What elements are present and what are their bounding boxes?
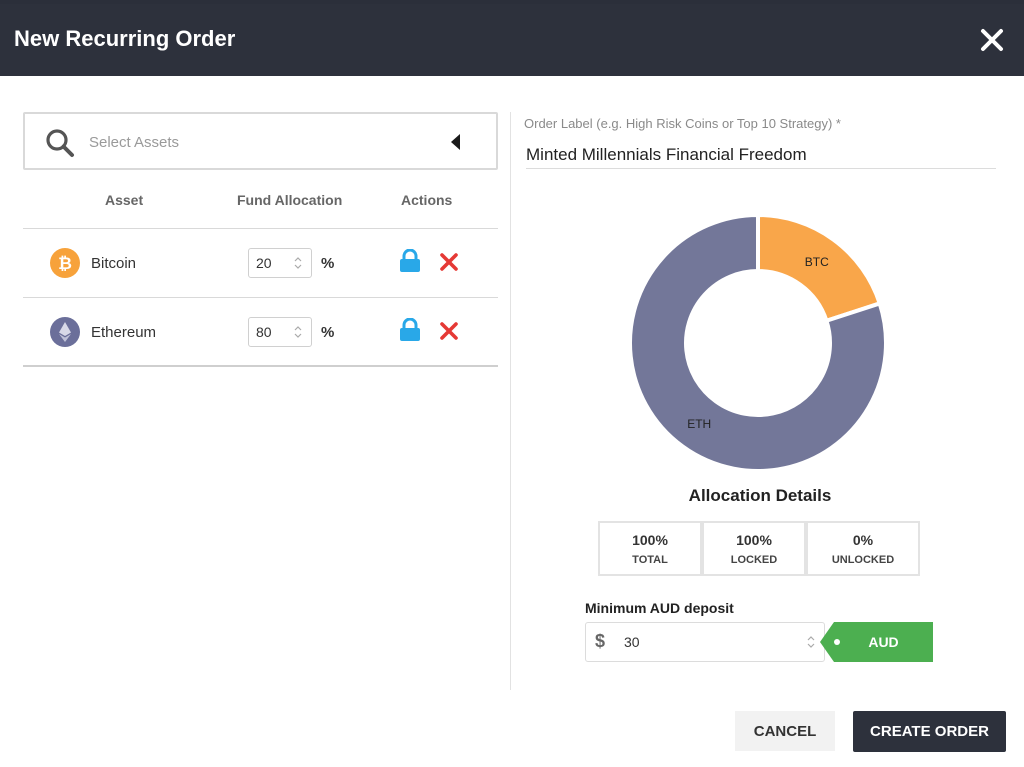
allocation-input[interactable]: 80 [248, 317, 312, 347]
dollar-icon: $ [595, 631, 606, 651]
percent-unit: % [321, 255, 335, 272]
asset-name: Ethereum [91, 324, 157, 341]
deposit-input[interactable]: $ 30 [585, 622, 825, 662]
row-divider [23, 297, 498, 298]
allocation-donut-chart: BTC ETH [628, 212, 888, 473]
stat-label: TOTAL [632, 554, 668, 566]
allocation-value: 20 [256, 255, 272, 271]
percent-unit: % [321, 324, 335, 341]
stat-value: 100% [736, 532, 772, 548]
stat-locked: 100% LOCKED [702, 521, 806, 576]
header-divider [23, 228, 498, 229]
asset-column-header: Asset [105, 192, 144, 208]
actions-column-header: Actions [401, 192, 453, 208]
create-order-button[interactable]: CREATE ORDER [853, 711, 1006, 752]
stepper-icon[interactable] [293, 325, 303, 339]
deposit-value: 30 [624, 634, 640, 650]
table-bottom-divider [23, 365, 498, 367]
deposit-label: Minimum AUD deposit [585, 600, 734, 616]
column-divider [510, 112, 511, 690]
asset-name: Bitcoin [91, 255, 137, 272]
tag-hole-icon [834, 639, 840, 645]
stat-value: 0% [852, 532, 874, 548]
donut-slice-eth [628, 212, 888, 473]
svg-text:₿: ₿ [58, 254, 72, 274]
asset-selector[interactable] [23, 112, 498, 170]
ethereum-icon [50, 317, 80, 347]
currency-tag: AUD [820, 622, 933, 662]
stat-unlocked: 0% UNLOCKED [806, 521, 920, 576]
modal-title: New Recurring Order [14, 26, 236, 51]
order-label-caption: Order Label (e.g. High Risk Coins or Top… [524, 116, 841, 131]
background-strip [0, 0, 1024, 6]
order-label-input[interactable] [526, 142, 996, 169]
allocation-details-title: Allocation Details [688, 486, 832, 505]
stepper-icon[interactable] [293, 256, 303, 270]
asset-search-input[interactable] [89, 131, 419, 153]
remove-icon[interactable] [439, 321, 459, 345]
stat-label: LOCKED [730, 554, 778, 566]
donut-slice-btc [756, 212, 883, 324]
stat-label: UNLOCKED [831, 554, 895, 566]
allocation-input[interactable]: 20 [248, 248, 312, 278]
modal-header: New Recurring Order [0, 4, 1024, 76]
allocation-value: 80 [256, 324, 272, 340]
stat-total: 100% TOTAL [598, 521, 702, 576]
stat-value: 100% [632, 532, 668, 548]
donut-label-btc: BTC [805, 255, 829, 269]
donut-label-eth: ETH [687, 417, 711, 431]
stepper-icon[interactable] [806, 635, 816, 649]
remove-icon[interactable] [439, 252, 459, 276]
fund-allocation-column-header: Fund Allocation [237, 192, 343, 208]
lock-icon[interactable] [399, 248, 421, 277]
close-icon[interactable] [978, 26, 1006, 54]
cancel-button[interactable]: CANCEL [735, 711, 835, 751]
currency-label: AUD [868, 634, 899, 650]
caret-left-icon[interactable] [451, 134, 460, 150]
bitcoin-icon: ₿ [50, 248, 80, 278]
lock-icon[interactable] [399, 317, 421, 346]
search-icon [45, 128, 75, 162]
